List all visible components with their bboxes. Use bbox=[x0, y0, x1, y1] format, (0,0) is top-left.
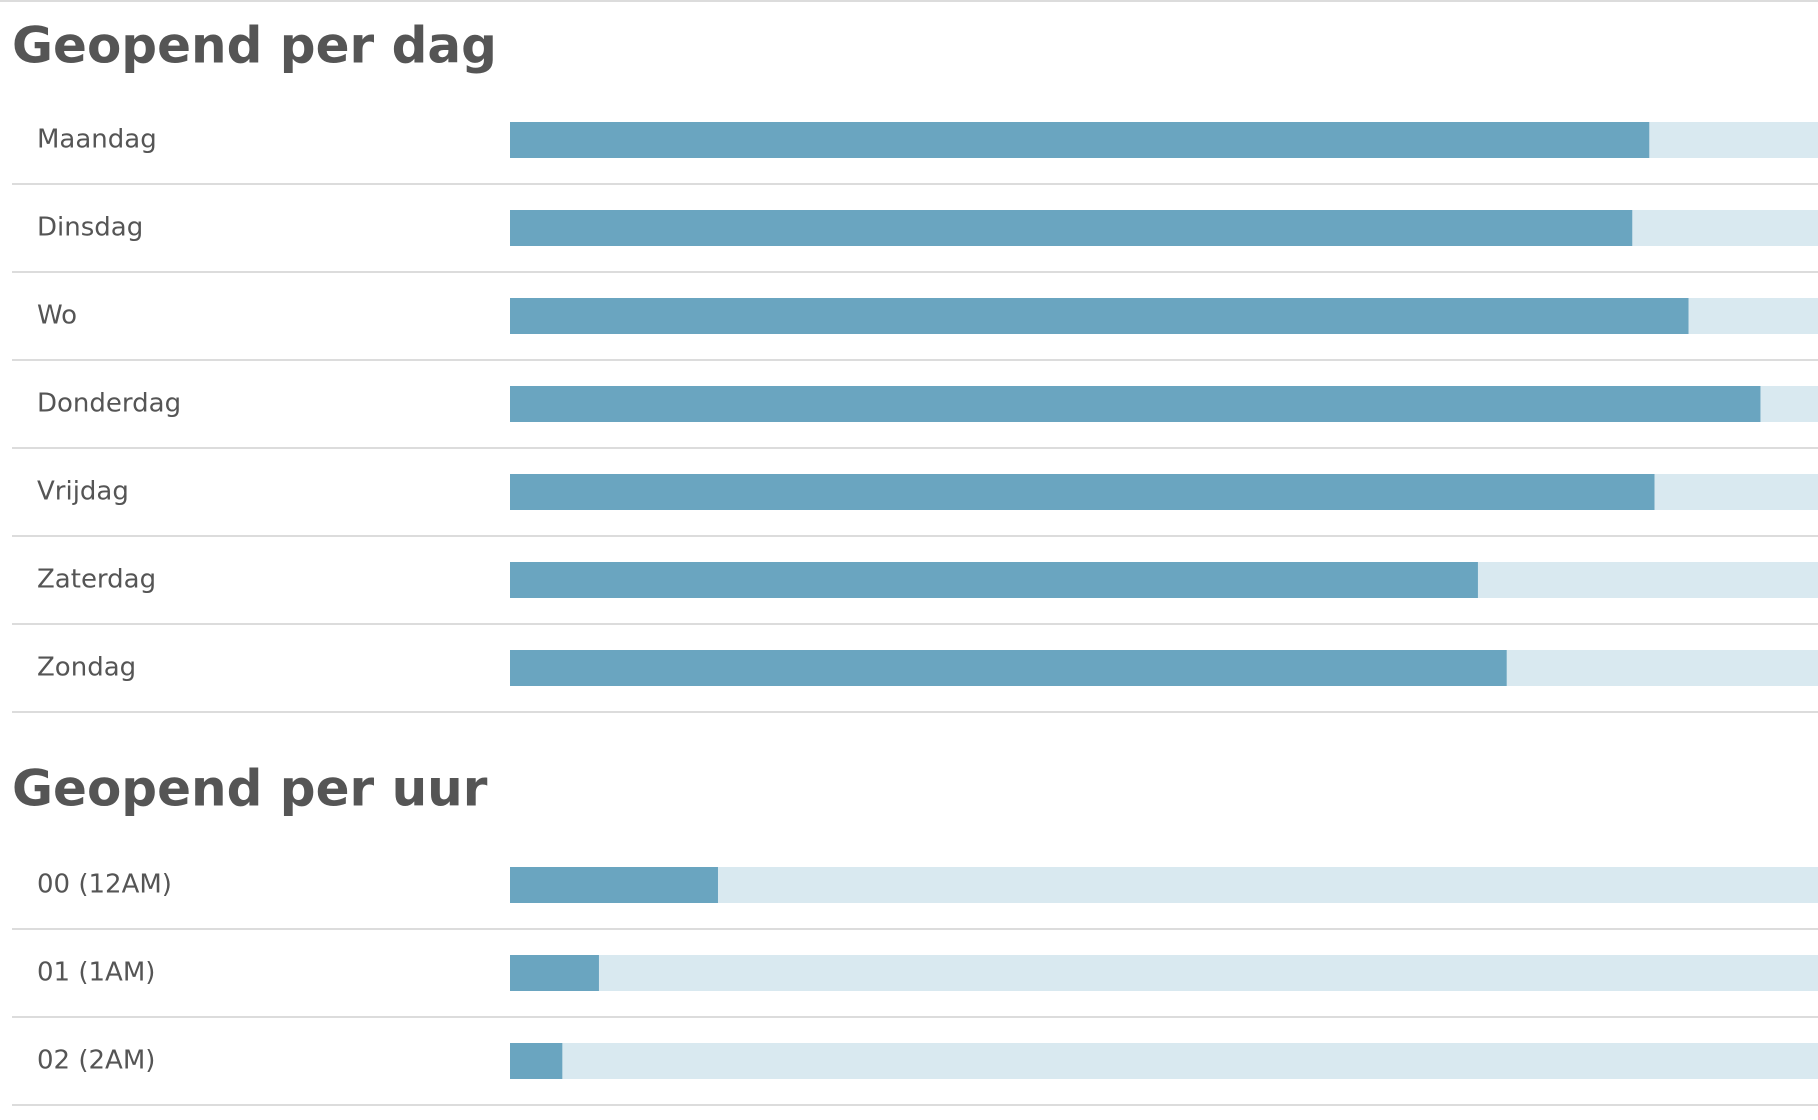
row-label: Wo bbox=[37, 301, 77, 331]
row-label: Zaterdag bbox=[37, 565, 156, 595]
bar bbox=[510, 122, 1650, 158]
row-label: Dinsdag bbox=[37, 213, 143, 243]
bar-track bbox=[510, 955, 1818, 991]
section-title: Geopend per uur bbox=[12, 760, 488, 818]
row-label: 01 (1AM) bbox=[37, 958, 155, 988]
row-label: Vrijdag bbox=[37, 477, 129, 507]
bar bbox=[510, 1043, 563, 1079]
bar bbox=[510, 867, 718, 903]
row-label: 02 (2AM) bbox=[37, 1046, 155, 1076]
row-label: 00 (12AM) bbox=[37, 870, 172, 900]
bar bbox=[510, 298, 1689, 334]
bar bbox=[510, 650, 1507, 686]
bar bbox=[510, 386, 1761, 422]
bar-track bbox=[510, 867, 1818, 903]
row-label: Zondag bbox=[37, 653, 136, 683]
bar bbox=[510, 210, 1633, 246]
section-title: Geopend per dag bbox=[12, 17, 497, 75]
bar bbox=[510, 562, 1478, 598]
bar bbox=[510, 955, 599, 991]
bar bbox=[510, 474, 1655, 510]
row-label: Donderdag bbox=[37, 389, 181, 419]
bar-track bbox=[510, 1043, 1818, 1079]
row-label: Maandag bbox=[37, 125, 157, 155]
